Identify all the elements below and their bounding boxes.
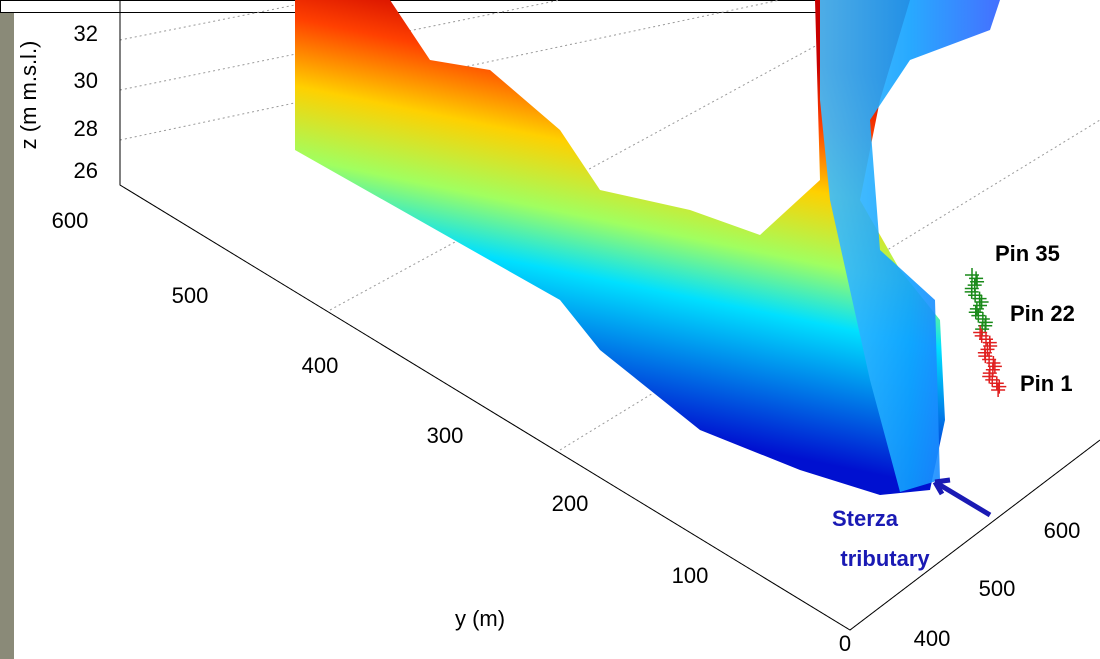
- y-tick-label: 300: [427, 423, 464, 448]
- pin-marker: [973, 325, 988, 340]
- x-tick-label: 400: [914, 626, 951, 651]
- z-tick-label: 26: [74, 158, 98, 183]
- pin-label: Pin 1: [1020, 371, 1073, 396]
- z-axis-label: z (m m.s.l.): [16, 41, 41, 150]
- pin-markers: [964, 268, 1007, 397]
- y-tick-label: 500: [172, 283, 209, 308]
- surface-wall: [295, 0, 945, 495]
- pin-label: Pin 35: [995, 241, 1060, 266]
- pin-marker: [992, 379, 1007, 394]
- x-tick-label: 600: [1044, 518, 1081, 543]
- arrow: [932, 477, 992, 518]
- photo-edge: [0, 0, 14, 659]
- pin-label: Pin 22: [1010, 301, 1075, 326]
- z-tick-label: 30: [74, 68, 98, 93]
- y-axis-label: y (m): [455, 606, 505, 631]
- y-tick-label: 200: [552, 491, 589, 516]
- x-tick-label: 500: [979, 576, 1016, 601]
- y-tick-label: 100: [672, 563, 709, 588]
- pin-marker: [978, 349, 993, 364]
- y-tick-label: 400: [302, 353, 339, 378]
- pin-marker: [989, 376, 1004, 391]
- pin-marker: [969, 301, 984, 316]
- pin-marker: [964, 284, 979, 299]
- z-tick-label: 32: [74, 21, 98, 46]
- y-tick-label: 0: [839, 631, 851, 656]
- z-tick-label: 28: [74, 116, 98, 141]
- tributary-label: Sterza: [832, 506, 899, 531]
- y-tick-label: 600: [52, 208, 89, 233]
- surface-tributary: [820, 0, 1000, 492]
- pin-marker: [991, 383, 1006, 397]
- pin-marker: [980, 342, 995, 357]
- tributary-label: tributary: [840, 546, 930, 571]
- inset-box: [0, 0, 841, 13]
- pin-marker: [969, 271, 984, 286]
- pin-marker: [968, 305, 983, 320]
- pin-marker: [982, 369, 997, 384]
- axes: [119, 0, 1100, 631]
